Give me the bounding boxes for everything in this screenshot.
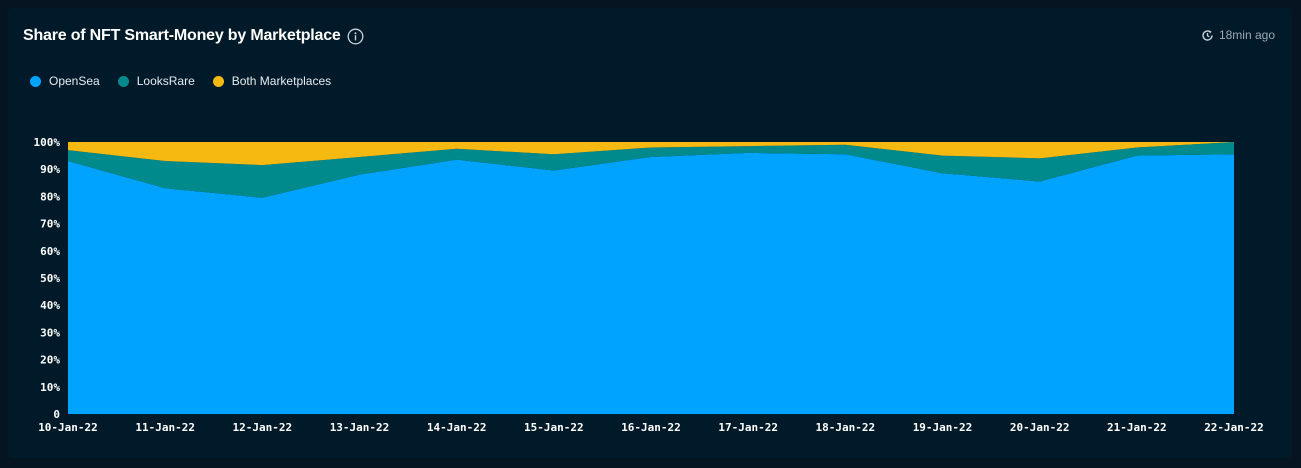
last-updated-text: 18min ago: [1218, 28, 1275, 42]
y-tick-label: 60%: [40, 245, 60, 258]
legend-label-looksrare: LooksRare: [136, 74, 195, 88]
x-tick-label: 21-Jan-22: [1107, 421, 1167, 434]
chart-header: Share of NFT Smart-Money by Marketplace: [23, 27, 364, 45]
x-tick-label: 15-Jan-22: [524, 421, 584, 434]
refresh-clock-icon: [1201, 29, 1214, 42]
y-tick-label: 30%: [40, 326, 60, 339]
x-tick-label: 17-Jan-22: [718, 421, 778, 434]
info-icon[interactable]: [347, 28, 364, 45]
y-tick-label: 20%: [40, 354, 60, 367]
chart-legend: OpenSea LooksRare Both Marketplaces: [30, 74, 331, 88]
legend-item-looksrare[interactable]: LooksRare: [117, 74, 195, 88]
y-tick-label: 70%: [40, 218, 60, 231]
x-tick-label: 13-Jan-22: [330, 421, 390, 434]
y-tick-label: 90%: [40, 163, 60, 176]
chart-title: Share of NFT Smart-Money by Marketplace: [23, 27, 341, 44]
x-tick-label: 18-Jan-22: [816, 421, 876, 434]
x-tick-label: 16-Jan-22: [621, 421, 681, 434]
y-tick-label: 0: [53, 408, 60, 421]
x-tick-label: 22-Jan-22: [1204, 421, 1264, 434]
y-tick-label: 80%: [40, 190, 60, 203]
y-tick-label: 100%: [34, 136, 61, 149]
area-series-looksrare[interactable]: [68, 142, 1234, 198]
x-tick-label: 20-Jan-22: [1010, 421, 1070, 434]
x-tick-label: 12-Jan-22: [233, 421, 293, 434]
legend-label-both: Both Marketplaces: [231, 74, 332, 88]
y-tick-label: 10%: [40, 381, 60, 394]
area-series-both[interactable]: [68, 142, 1234, 166]
legend-swatch-opensea: [30, 75, 41, 87]
legend-item-both[interactable]: Both Marketplaces: [212, 74, 332, 88]
x-tick-label: 11-Jan-22: [135, 421, 195, 434]
legend-swatch-both: [212, 75, 224, 87]
last-updated: 18min ago: [1201, 28, 1275, 42]
x-tick-label: 10-Jan-22: [38, 421, 98, 434]
x-tick-label: 19-Jan-22: [913, 421, 973, 434]
legend-label-opensea: OpenSea: [49, 74, 100, 88]
area-series-opensea[interactable]: [68, 152, 1234, 414]
y-tick-label: 50%: [40, 272, 60, 285]
legend-item-opensea[interactable]: OpenSea: [30, 74, 100, 88]
legend-swatch-looksrare: [117, 75, 129, 87]
x-tick-label: 14-Jan-22: [427, 421, 487, 434]
y-tick-label: 40%: [40, 299, 60, 312]
